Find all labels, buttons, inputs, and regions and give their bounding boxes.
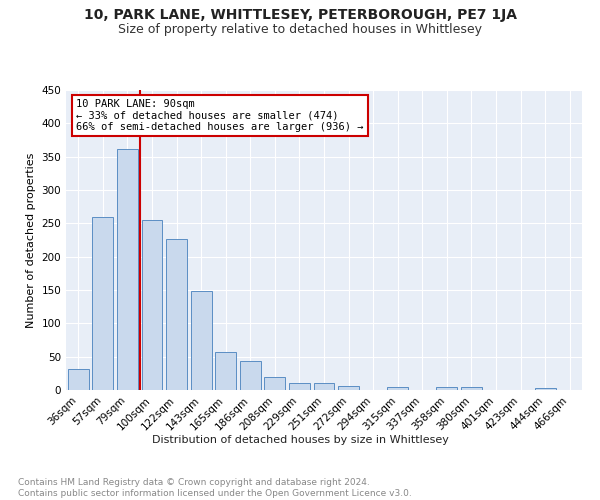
- Bar: [265, 376, 286, 390]
- Text: 10 PARK LANE: 90sqm
← 33% of detached houses are smaller (474)
66% of semi-detac: 10 PARK LANE: 90sqm ← 33% of detached ho…: [76, 99, 364, 132]
- Bar: [535, 388, 556, 390]
- Bar: [289, 382, 310, 390]
- Bar: [387, 386, 408, 390]
- Text: Distribution of detached houses by size in Whittlesey: Distribution of detached houses by size …: [152, 435, 448, 445]
- Text: Size of property relative to detached houses in Whittlesey: Size of property relative to detached ho…: [118, 22, 482, 36]
- Bar: [166, 238, 187, 390]
- Bar: [68, 368, 89, 390]
- Bar: [215, 352, 236, 390]
- Bar: [191, 292, 212, 390]
- Bar: [338, 386, 359, 390]
- Bar: [314, 382, 334, 390]
- Bar: [117, 148, 138, 390]
- Text: Contains HM Land Registry data © Crown copyright and database right 2024.
Contai: Contains HM Land Registry data © Crown c…: [18, 478, 412, 498]
- Bar: [461, 388, 482, 390]
- Bar: [142, 220, 163, 390]
- Bar: [240, 362, 261, 390]
- Y-axis label: Number of detached properties: Number of detached properties: [26, 152, 36, 328]
- Text: 10, PARK LANE, WHITTLESEY, PETERBOROUGH, PE7 1JA: 10, PARK LANE, WHITTLESEY, PETERBOROUGH,…: [83, 8, 517, 22]
- Bar: [92, 216, 113, 390]
- Bar: [436, 388, 457, 390]
